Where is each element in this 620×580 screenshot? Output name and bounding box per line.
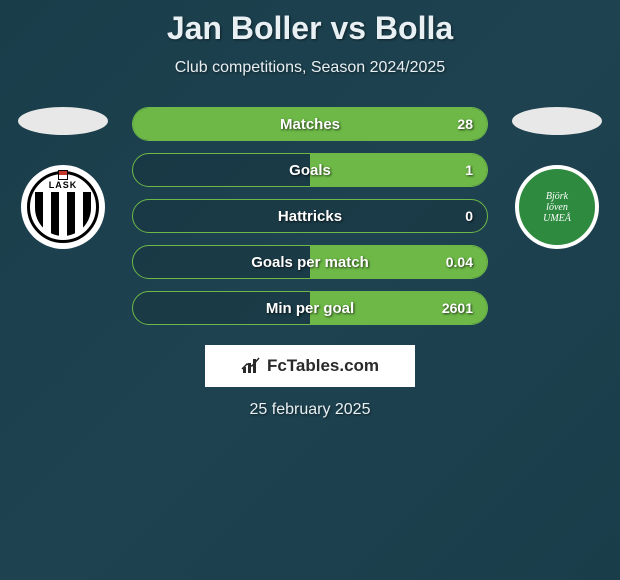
stat-label: Goals xyxy=(133,162,487,179)
stat-label: Min per goal xyxy=(133,300,487,317)
team-logo-left: LASK xyxy=(21,165,105,249)
team-logo-right: BjörklövenUMEÅ xyxy=(515,165,599,249)
comparison-card: Jan Boller vs Bolla Club competitions, S… xyxy=(0,0,620,419)
stat-label: Hattricks xyxy=(133,208,487,225)
stat-label: Goals per match xyxy=(133,254,487,271)
branding-text: FcTables.com xyxy=(267,356,379,376)
stats-column: Matches28 Goals1 Hattricks0 Goals per match… xyxy=(118,107,502,337)
stat-value-right: 0 xyxy=(465,208,473,224)
stat-bar: Goals1 xyxy=(132,153,488,187)
lask-logo-text: LASK xyxy=(47,180,80,190)
stat-value-right: 2601 xyxy=(442,300,473,316)
stat-bar: Matches28 xyxy=(132,107,488,141)
bjorn-logo-text: BjörklövenUMEÅ xyxy=(543,191,571,224)
subtitle: Club competitions, Season 2024/2025 xyxy=(0,59,620,77)
date-text: 25 february 2025 xyxy=(0,401,620,419)
player-right-column: BjörklövenUMEÅ xyxy=(502,107,612,249)
chart-icon xyxy=(241,357,261,375)
stat-label: Matches xyxy=(133,116,487,133)
stat-value-right: 1 xyxy=(465,162,473,178)
player-left-silhouette xyxy=(18,107,108,135)
stat-bar: Min per goal2601 xyxy=(132,291,488,325)
stat-value-right: 28 xyxy=(457,116,473,132)
player-left-column: LASK xyxy=(8,107,118,249)
stat-bar: Hattricks0 xyxy=(132,199,488,233)
main-row: LASK Matches28 Goals1 Hattricks0 Goals per … xyxy=(0,107,620,337)
player-right-silhouette xyxy=(512,107,602,135)
stat-value-right: 0.04 xyxy=(446,254,473,270)
branding-box[interactable]: FcTables.com xyxy=(205,345,415,387)
stat-bar: Goals per match0.04 xyxy=(132,245,488,279)
lask-logo-inner: LASK xyxy=(27,171,99,243)
lask-crest-icon xyxy=(58,170,68,180)
page-title: Jan Boller vs Bolla xyxy=(0,10,620,47)
lask-stripes-icon xyxy=(35,192,91,236)
